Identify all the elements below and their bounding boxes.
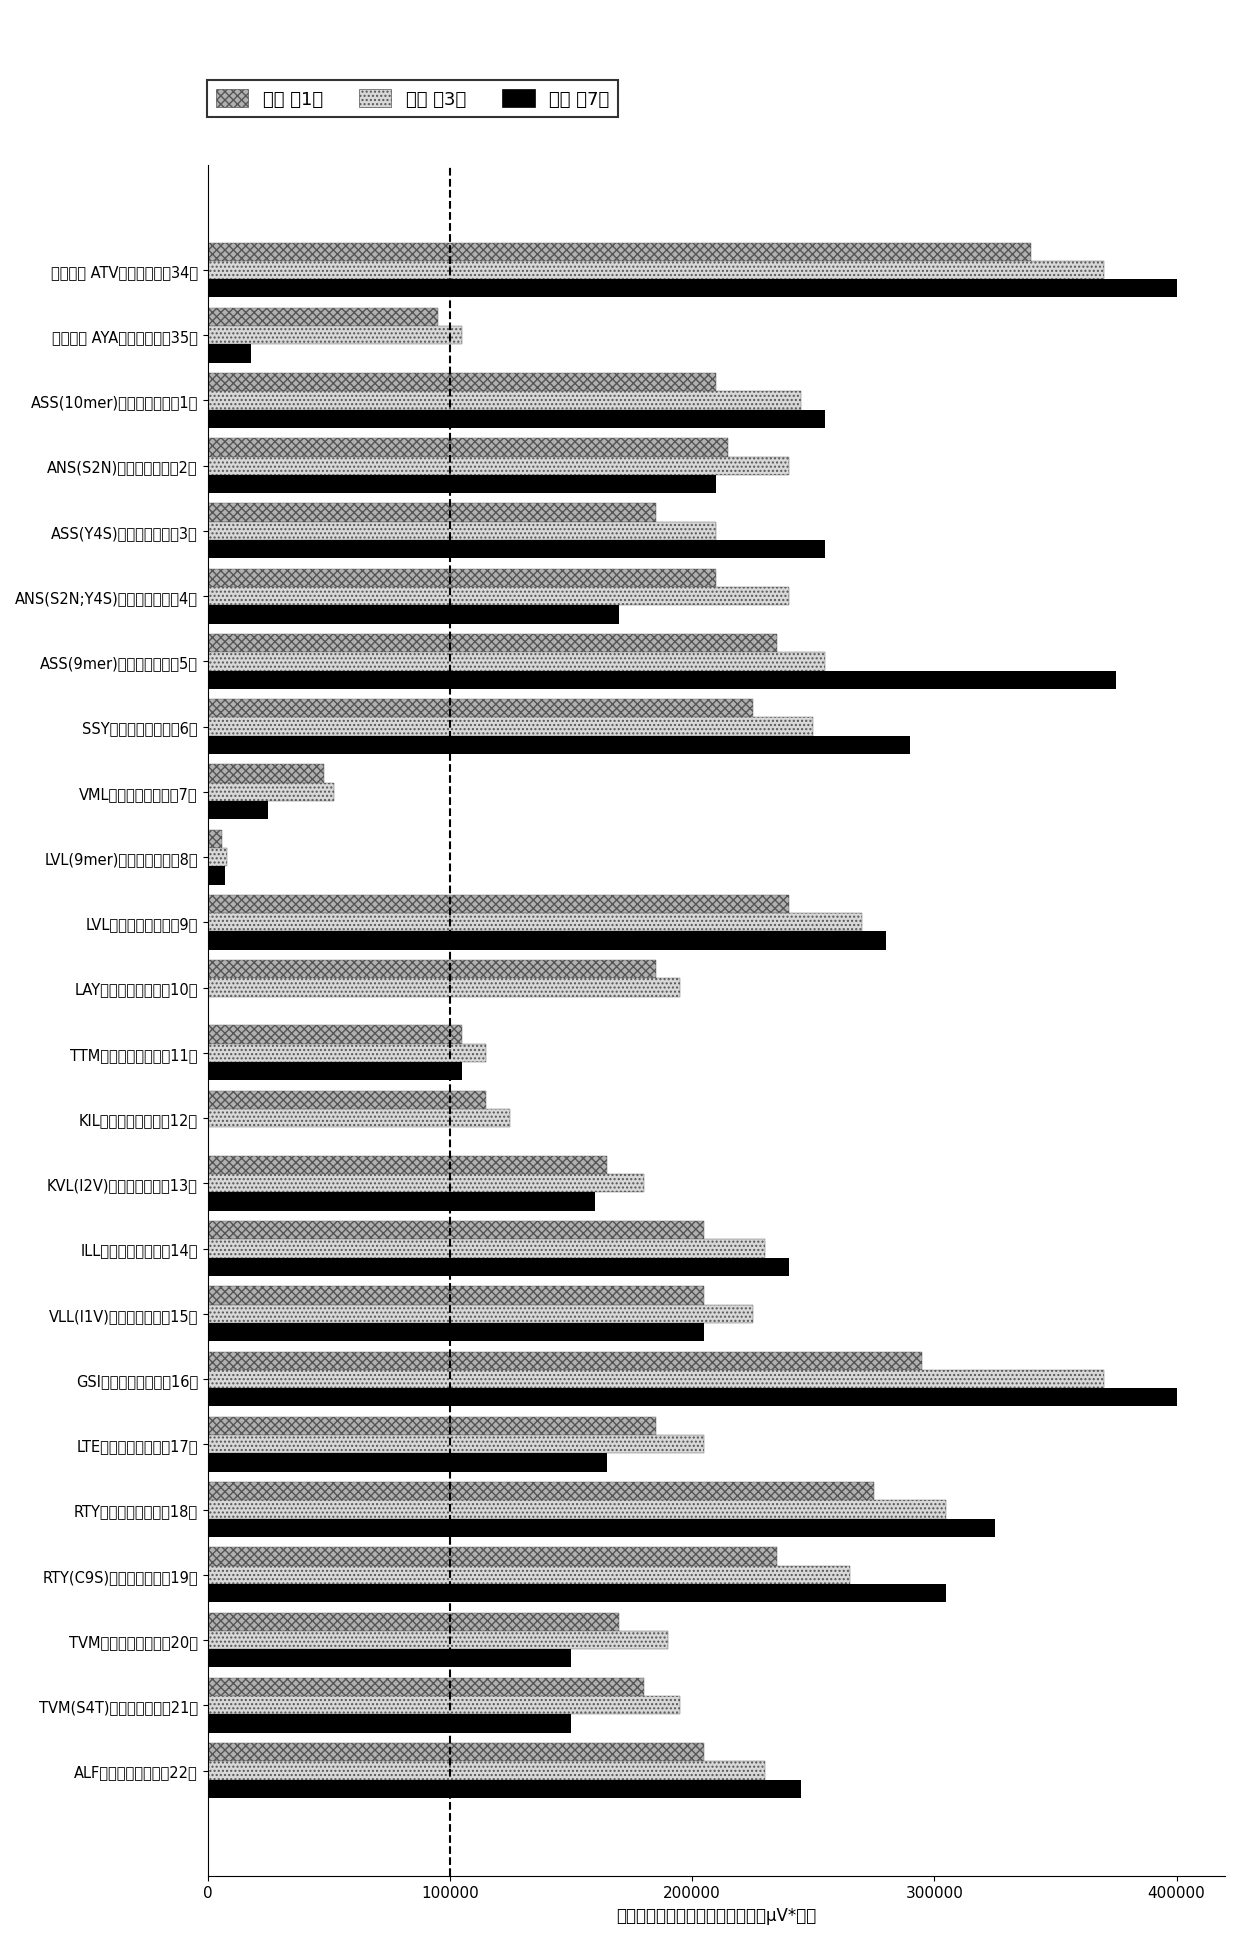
Bar: [208, 1156, 608, 1175]
Bar: [208, 1063, 463, 1080]
Bar: [208, 1287, 704, 1305]
Legend: 折疊 第1天, 折疊 第3天, 折疊 第7天: 折疊 第1天, 折疊 第3天, 折疊 第7天: [207, 81, 619, 118]
Bar: [208, 374, 717, 392]
Bar: [208, 279, 1177, 299]
Bar: [208, 438, 728, 458]
Bar: [208, 960, 656, 979]
Bar: [208, 1045, 486, 1063]
Bar: [208, 979, 680, 997]
Bar: [208, 607, 620, 624]
Bar: [208, 1714, 572, 1733]
Bar: [208, 1518, 994, 1538]
Bar: [208, 1435, 704, 1454]
Bar: [208, 1109, 511, 1128]
Bar: [208, 1192, 595, 1212]
Bar: [208, 504, 656, 522]
Bar: [208, 1547, 777, 1567]
X-axis label: 凝胶过滤柱分析中的单体峰面积（μV*秒）: 凝胶过滤柱分析中的单体峰面积（μV*秒）: [616, 1906, 816, 1923]
Bar: [208, 475, 717, 494]
Bar: [208, 1417, 656, 1435]
Bar: [208, 783, 334, 801]
Bar: [208, 1483, 874, 1501]
Bar: [208, 801, 268, 820]
Bar: [208, 867, 224, 884]
Bar: [208, 700, 753, 717]
Bar: [208, 1501, 946, 1518]
Bar: [208, 522, 717, 541]
Bar: [208, 1239, 765, 1258]
Bar: [208, 653, 826, 671]
Bar: [208, 1613, 620, 1631]
Bar: [208, 1351, 923, 1371]
Bar: [208, 896, 789, 913]
Bar: [208, 766, 324, 783]
Bar: [208, 1258, 789, 1276]
Bar: [208, 737, 910, 754]
Bar: [208, 345, 252, 363]
Bar: [208, 830, 222, 849]
Bar: [208, 1026, 463, 1045]
Bar: [208, 849, 227, 867]
Bar: [208, 1650, 572, 1668]
Bar: [208, 913, 862, 933]
Bar: [208, 1222, 704, 1239]
Bar: [208, 1780, 801, 1797]
Bar: [208, 1631, 668, 1650]
Bar: [208, 1697, 680, 1714]
Bar: [208, 717, 813, 737]
Bar: [208, 1677, 644, 1697]
Bar: [208, 1092, 486, 1109]
Bar: [208, 328, 463, 345]
Bar: [208, 1388, 1177, 1408]
Bar: [208, 411, 826, 429]
Bar: [208, 392, 801, 411]
Bar: [208, 1175, 644, 1192]
Bar: [208, 1371, 1104, 1388]
Bar: [208, 933, 885, 950]
Bar: [208, 1761, 765, 1780]
Bar: [208, 1454, 608, 1472]
Bar: [208, 541, 826, 558]
Bar: [208, 1743, 704, 1761]
Bar: [208, 588, 789, 607]
Bar: [208, 1584, 946, 1602]
Bar: [208, 1305, 753, 1322]
Bar: [208, 1322, 704, 1342]
Bar: [208, 570, 717, 588]
Bar: [208, 308, 438, 328]
Bar: [208, 634, 777, 653]
Bar: [208, 262, 1104, 279]
Bar: [208, 671, 1116, 690]
Bar: [208, 244, 1032, 262]
Bar: [208, 458, 789, 475]
Bar: [208, 1567, 849, 1584]
